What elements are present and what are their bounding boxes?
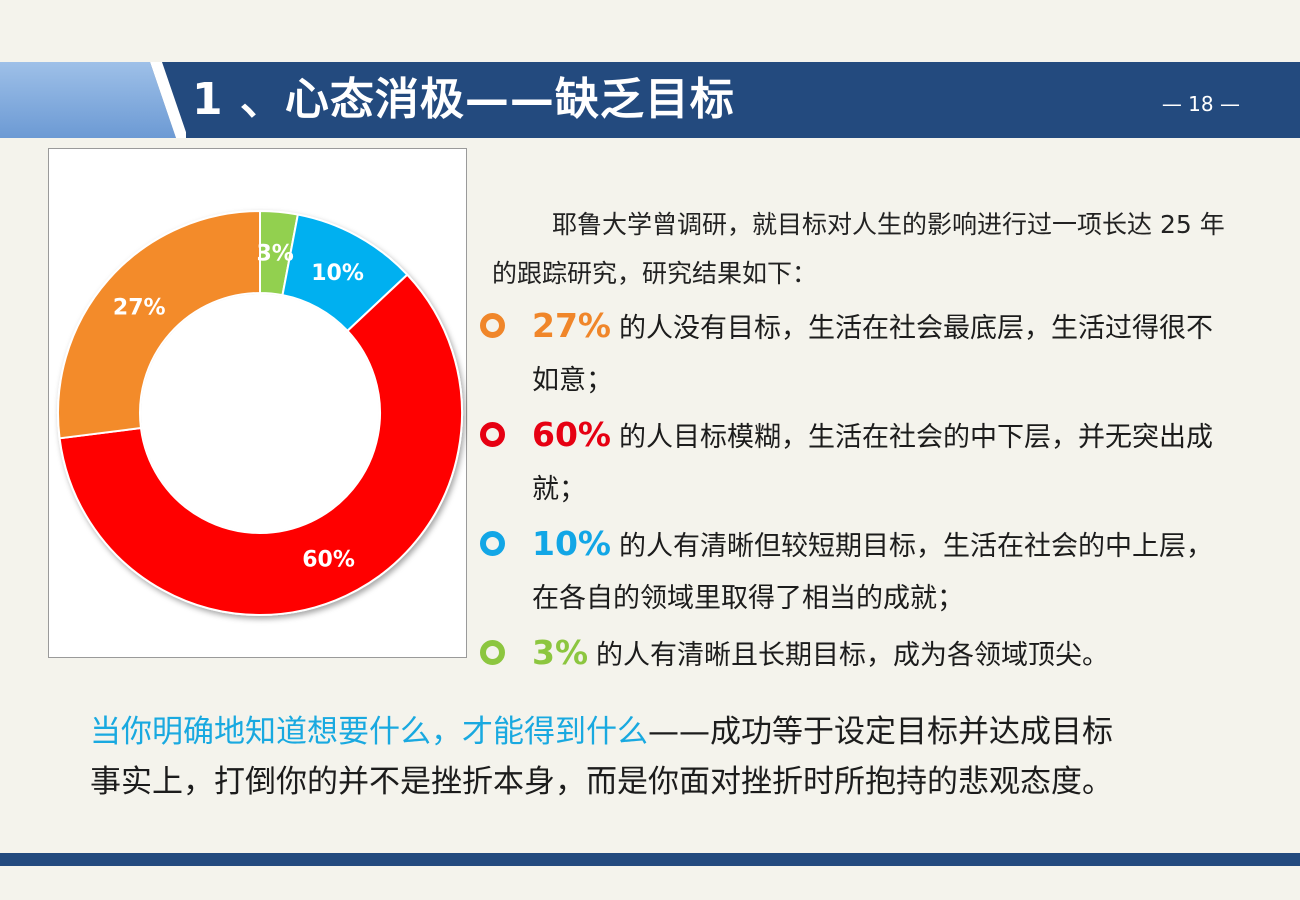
conclusion-highlight: 当你明确地知道想要什么，才能得到什么 bbox=[90, 714, 648, 750]
slice-label: 27% bbox=[113, 296, 166, 321]
conclusion-line-2: 事实上，打倒你的并不是挫折本身，而是你面对挫折时所抱持的悲观态度。 bbox=[90, 764, 1113, 800]
list-item: 60% 的人目标模糊，生活在社会的中下层，并无突出成就； bbox=[478, 409, 1218, 516]
percentage: 3% bbox=[532, 633, 589, 672]
conclusion-rest: ——成功等于设定目标并达成目标 bbox=[648, 714, 1113, 750]
list-item: 27% 的人没有目标，生活在社会最底层，生活过得很不如意； bbox=[478, 300, 1218, 407]
percentage: 27% bbox=[532, 306, 611, 345]
slice-label: 3% bbox=[256, 242, 293, 267]
ring-bullet-icon bbox=[480, 422, 505, 447]
percentage: 60% bbox=[532, 415, 611, 454]
slice-label: 10% bbox=[311, 261, 364, 286]
item-text: 的人目标模糊，生活在社会的中下层，并无突出成就； bbox=[532, 422, 1213, 505]
page-title: 1 、心态消极——缺乏目标 bbox=[192, 74, 735, 125]
slice-label: 60% bbox=[302, 548, 355, 573]
donut-slice bbox=[58, 273, 463, 616]
item-text: 的人有清晰且长期目标，成为各领域顶尖。 bbox=[596, 640, 1110, 671]
bottom-bar bbox=[0, 853, 1300, 866]
donut-chart-svg: 3% 10% 60% 27% bbox=[57, 209, 463, 616]
list-item: 3% 的人有清晰且长期目标，成为各领域顶尖。 bbox=[478, 627, 1218, 682]
donut-chart: 3% 10% 60% 27% bbox=[48, 148, 467, 658]
intro-text: 耶鲁大学曾调研，就目标对人生的影响进行过一项长达 25 年的跟踪研究，研究结果如… bbox=[492, 210, 1225, 288]
conclusion-line-1: 当你明确地知道想要什么，才能得到什么——成功等于设定目标并达成目标 bbox=[90, 710, 1240, 754]
header-accent bbox=[0, 62, 176, 138]
item-text: 的人没有目标，生活在社会最底层，生活过得很不如意； bbox=[532, 313, 1213, 396]
ring-bullet-icon bbox=[480, 313, 505, 338]
result-list: 27% 的人没有目标，生活在社会最底层，生活过得很不如意； 60% 的人目标模糊，生… bbox=[478, 300, 1218, 684]
item-text: 的人有清晰但较短期目标，生活在社会的中上层，在各自的领域里取得了相当的成就； bbox=[532, 531, 1213, 614]
list-item: 10% 的人有清晰但较短期目标，生活在社会的中上层，在各自的领域里取得了相当的成就… bbox=[478, 518, 1218, 625]
ring-bullet-icon bbox=[480, 531, 505, 556]
percentage: 10% bbox=[532, 524, 611, 563]
donut-slice bbox=[57, 209, 261, 440]
header-bar bbox=[0, 62, 1300, 138]
ring-bullet-icon bbox=[480, 640, 505, 665]
page-number: — 18 — bbox=[1161, 92, 1240, 116]
donut-hole bbox=[141, 294, 379, 532]
